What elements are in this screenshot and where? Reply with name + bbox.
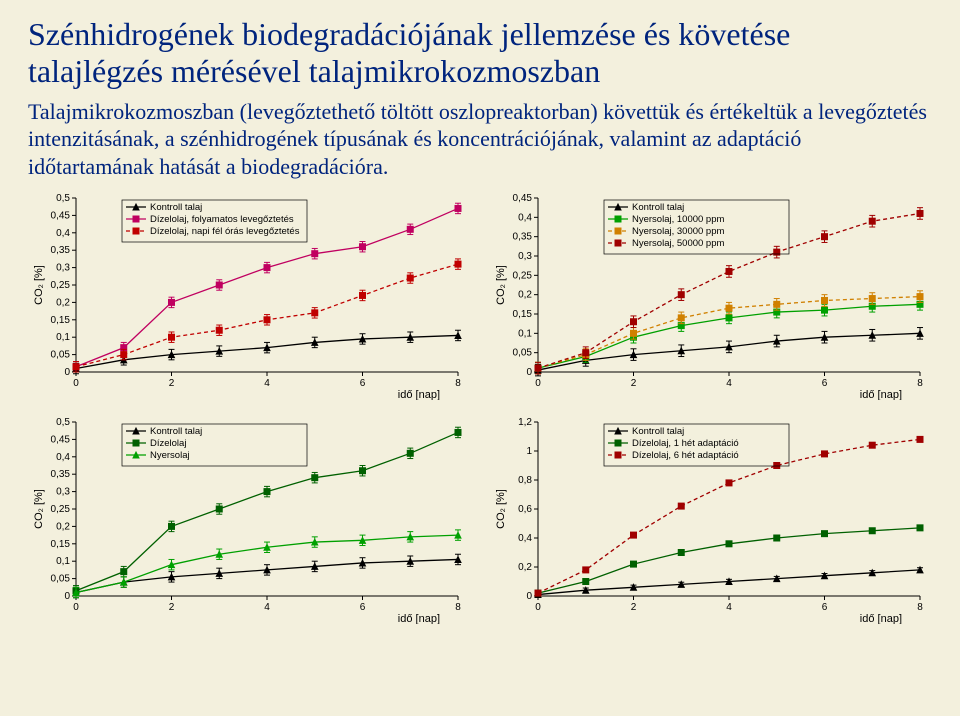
svg-text:Nyersolaj, 30000 ppm: Nyersolaj, 30000 ppm (632, 226, 724, 237)
svg-text:Dízelolaj, 6 hét adaptáció: Dízelolaj, 6 hét adaptáció (632, 450, 739, 461)
svg-text:8: 8 (917, 378, 923, 389)
svg-text:2: 2 (631, 602, 637, 613)
svg-text:CO₂ [%]: CO₂ [%] (495, 489, 507, 529)
svg-text:0,4: 0,4 (56, 228, 70, 239)
svg-text:0,05: 0,05 (51, 574, 71, 585)
svg-text:0,3: 0,3 (518, 251, 532, 262)
svg-text:idő [nap]: idő [nap] (398, 389, 440, 400)
svg-text:0: 0 (64, 591, 70, 602)
svg-text:4: 4 (264, 602, 270, 613)
svg-text:1,2: 1,2 (518, 417, 532, 428)
svg-text:8: 8 (455, 602, 461, 613)
svg-text:0,2: 0,2 (518, 562, 532, 573)
svg-text:Kontroll talaj: Kontroll talaj (632, 426, 684, 437)
chart-oiltype: 0 0,05 0,1 0,15 0,2 0,25 0,3 0,35 0,4 0,45 0,5 0 2 4 6… (28, 414, 468, 624)
svg-text:0,3: 0,3 (56, 263, 70, 274)
svg-text:0,25: 0,25 (51, 504, 71, 515)
chart-grid: 0 0,05 0,1 0,15 0,2 0,25 0,3 0,35 0,4 0,45 0,5 0 2 4 6… (28, 190, 932, 624)
svg-text:0,45: 0,45 (513, 193, 533, 204)
svg-text:0,35: 0,35 (51, 245, 71, 256)
svg-text:0,35: 0,35 (51, 469, 71, 480)
svg-text:2: 2 (169, 378, 175, 389)
svg-text:CO₂ [%]: CO₂ [%] (33, 265, 45, 305)
svg-text:0: 0 (64, 367, 70, 378)
svg-text:0,45: 0,45 (51, 434, 71, 445)
svg-text:6: 6 (360, 602, 366, 613)
svg-text:0,2: 0,2 (518, 290, 532, 301)
page-title: Szénhidrogének biodegradációjának jellem… (28, 16, 932, 90)
svg-text:4: 4 (726, 602, 732, 613)
svg-text:0,15: 0,15 (51, 315, 71, 326)
svg-text:idő [nap]: idő [nap] (860, 389, 902, 400)
chart-adaptation: 0 0,2 0,4 0,6 0,8 1 1,2 0 2 4 6 8 idő [nap] CO₂ [%] Ko… (490, 414, 930, 624)
svg-text:0,4: 0,4 (518, 533, 532, 544)
svg-text:0: 0 (526, 367, 532, 378)
svg-text:Kontroll talaj: Kontroll talaj (150, 426, 202, 437)
svg-text:0,25: 0,25 (513, 270, 533, 281)
svg-text:Dízelolaj: Dízelolaj (150, 438, 186, 449)
svg-text:Kontroll talaj: Kontroll talaj (150, 202, 202, 213)
svg-text:0,15: 0,15 (513, 309, 533, 320)
svg-text:Dízelolaj, napi fél órás leveg: Dízelolaj, napi fél órás levegőztetés (150, 226, 300, 237)
svg-text:6: 6 (822, 602, 828, 613)
svg-text:0: 0 (73, 378, 79, 389)
svg-text:0,1: 0,1 (56, 332, 70, 343)
svg-text:idő [nap]: idő [nap] (398, 613, 440, 624)
svg-text:0: 0 (526, 591, 532, 602)
svg-text:4: 4 (264, 378, 270, 389)
svg-text:CO₂ [%]: CO₂ [%] (33, 489, 45, 529)
svg-text:0,45: 0,45 (51, 210, 71, 221)
svg-text:CO₂ [%]: CO₂ [%] (495, 265, 507, 305)
svg-text:0,3: 0,3 (56, 487, 70, 498)
svg-text:6: 6 (822, 378, 828, 389)
svg-text:0,05: 0,05 (51, 350, 71, 361)
svg-text:0,5: 0,5 (56, 417, 70, 428)
svg-text:Nyersolaj, 10000 ppm: Nyersolaj, 10000 ppm (632, 214, 724, 225)
svg-text:0,1: 0,1 (518, 328, 532, 339)
svg-text:idő [nap]: idő [nap] (860, 613, 902, 624)
svg-text:2: 2 (631, 378, 637, 389)
svg-text:0,6: 0,6 (518, 504, 532, 515)
svg-text:0,25: 0,25 (51, 280, 71, 291)
svg-text:Dízelolaj, 1 hét adaptáció: Dízelolaj, 1 hét adaptáció (632, 438, 739, 449)
svg-text:6: 6 (360, 378, 366, 389)
svg-text:Kontroll talaj: Kontroll talaj (632, 202, 684, 213)
svg-text:0,4: 0,4 (518, 212, 532, 223)
svg-text:8: 8 (455, 378, 461, 389)
chart-aeration: 0 0,05 0,1 0,15 0,2 0,25 0,3 0,35 0,4 0,45 0,5 0 2 4 6… (28, 190, 468, 400)
svg-text:0,35: 0,35 (513, 232, 533, 243)
svg-text:0,4: 0,4 (56, 452, 70, 463)
svg-text:8: 8 (917, 602, 923, 613)
svg-text:0,15: 0,15 (51, 539, 71, 550)
svg-text:0,5: 0,5 (56, 193, 70, 204)
svg-text:0,8: 0,8 (518, 475, 532, 486)
svg-text:0: 0 (535, 602, 541, 613)
chart-concentration: 0 0,05 0,1 0,15 0,2 0,25 0,3 0,35 0,4 0,45 0 2 4 6 8 id… (490, 190, 930, 400)
svg-text:2: 2 (169, 602, 175, 613)
svg-text:0: 0 (73, 602, 79, 613)
svg-text:0,1: 0,1 (56, 556, 70, 567)
svg-text:Dízelolaj, folyamatos levegőzt: Dízelolaj, folyamatos levegőztetés (150, 214, 294, 225)
svg-text:4: 4 (726, 378, 732, 389)
svg-text:1: 1 (526, 446, 532, 457)
svg-text:Nyersolaj: Nyersolaj (150, 450, 190, 461)
svg-text:Nyersolaj, 50000 ppm: Nyersolaj, 50000 ppm (632, 238, 724, 249)
svg-text:0,05: 0,05 (513, 348, 533, 359)
svg-text:0,2: 0,2 (56, 521, 70, 532)
svg-text:0: 0 (535, 378, 541, 389)
svg-text:0,2: 0,2 (56, 297, 70, 308)
body-text: Talajmikrokozmoszban (levegőztethető töl… (28, 98, 932, 181)
